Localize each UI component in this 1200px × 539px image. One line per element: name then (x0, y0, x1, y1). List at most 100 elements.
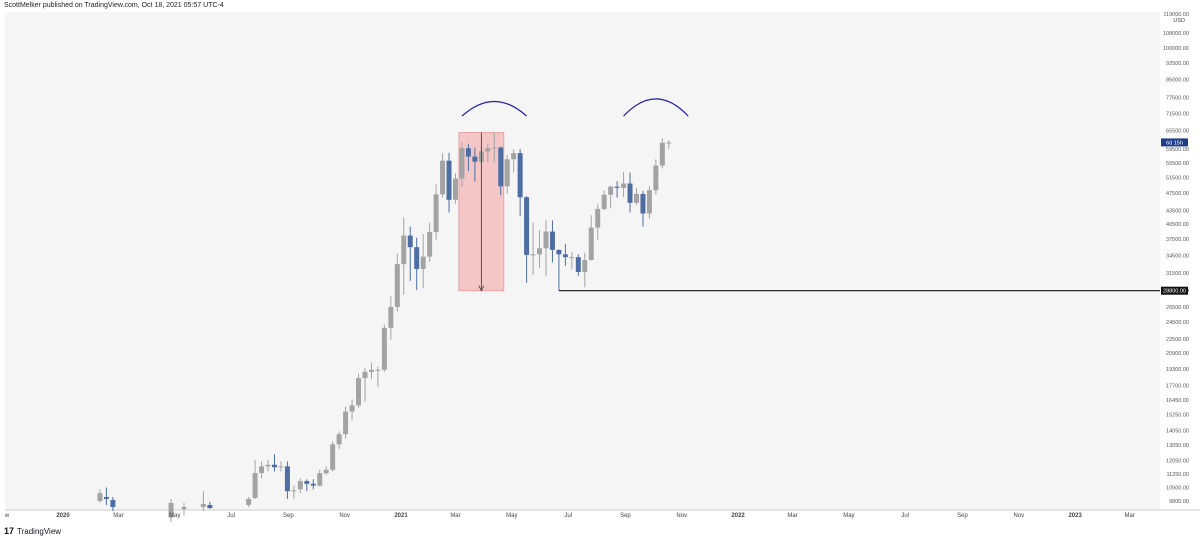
price-label: 6d 15h (1161, 138, 1188, 147)
candle-body (343, 411, 349, 435)
candle-body (575, 257, 581, 272)
candle (368, 362, 374, 380)
measure-arrow-head (478, 285, 485, 292)
candle-body (614, 186, 620, 188)
price-tick-label: 22500.00 (1166, 337, 1189, 343)
candle-body (414, 247, 420, 269)
candle-body (498, 147, 504, 187)
candle-body (304, 481, 310, 484)
price-axis-unit: USD (1173, 18, 1185, 24)
time-tick-label: May (169, 513, 180, 519)
candle (356, 373, 362, 408)
time-tick-label: w (4, 513, 10, 519)
time-tick-label: Nov (676, 513, 687, 519)
candle-body (356, 378, 362, 406)
candle-body (103, 496, 109, 499)
candle (381, 324, 387, 372)
candle (511, 149, 517, 173)
candle-body (588, 227, 594, 261)
candle-body (200, 503, 206, 507)
candle-body (582, 260, 588, 272)
candle (569, 252, 575, 270)
top-arc (623, 98, 689, 117)
svg-text:28800.00: 28800.00 (1163, 289, 1186, 295)
candle-body (362, 371, 368, 379)
svg-text:6d 15h: 6d 15h (1166, 140, 1183, 146)
price-tick-label: 108000.00 (1163, 31, 1189, 37)
time-tick-label: Mar (450, 513, 460, 519)
candle-body (627, 183, 633, 203)
publish-caption: ScottMelker published on TradingView.com… (4, 2, 224, 9)
candle-body (207, 504, 213, 509)
candle-body (549, 231, 555, 250)
time-tick-label: Sep (957, 513, 968, 519)
candle-body (517, 153, 523, 198)
top-arc (461, 101, 527, 117)
candles-layer (97, 132, 672, 522)
candle (394, 253, 400, 312)
price-tick-label: 119000.00 (1163, 12, 1189, 18)
candle-body (659, 142, 665, 166)
candle (278, 461, 284, 472)
candle-body (446, 160, 452, 200)
candle-body (653, 165, 659, 191)
candle (349, 399, 355, 421)
candle-body (394, 264, 400, 307)
price-axis-background (1160, 12, 1200, 510)
candle (608, 185, 614, 209)
candle-body (381, 327, 387, 370)
candle-body (181, 507, 187, 510)
candle-body (640, 193, 646, 214)
candle (388, 296, 394, 340)
candle-body (666, 142, 672, 144)
candle (181, 502, 187, 516)
time-tick-label: 2021 (394, 513, 408, 519)
candle-body (459, 148, 465, 179)
candle-body (375, 369, 381, 371)
candle (414, 237, 420, 291)
candle (297, 478, 303, 494)
candle (562, 243, 568, 266)
candle-body (621, 183, 627, 188)
candle (330, 441, 336, 472)
candle (246, 496, 252, 507)
candle (362, 367, 368, 402)
footer-branding: 17 TradingView (4, 526, 61, 536)
candle-body (168, 502, 174, 518)
candle (433, 184, 439, 240)
candle (323, 466, 329, 475)
price-tick-label: 77500.00 (1166, 96, 1189, 102)
candle-body (420, 256, 426, 269)
candle-body (537, 248, 543, 255)
time-tick-label: Mar (1124, 513, 1134, 519)
candle (549, 220, 555, 263)
candle-body (388, 306, 394, 328)
candle (304, 479, 310, 492)
price-tick-label: 16450.00 (1166, 398, 1189, 404)
candle-body (110, 499, 116, 507)
candle (627, 172, 633, 213)
price-tick-label: 34500.00 (1166, 253, 1189, 259)
time-tick-label: Sep (620, 513, 631, 519)
candle (401, 217, 407, 295)
candle (595, 204, 601, 240)
candle-body (601, 194, 607, 209)
time-axis[interactable]: w 2020 Mar May Jul Sep Nov 2021 Mar May Jul Sep Nov 2… (4, 513, 1135, 519)
tradingview-logo-icon: 17 (4, 526, 15, 536)
candle-body (297, 481, 303, 490)
candle-body (368, 369, 374, 372)
price-tick-label: 47500.00 (1166, 191, 1189, 197)
candle (375, 366, 381, 387)
price-tick-label: 59500.00 (1166, 147, 1189, 153)
candle-body (595, 208, 601, 228)
candle (336, 431, 342, 449)
candle (252, 459, 258, 499)
candle (614, 181, 620, 198)
candle (588, 215, 594, 261)
annotations-layer (461, 98, 1160, 292)
candle (504, 154, 510, 194)
candle (103, 487, 109, 505)
candle (200, 491, 206, 512)
